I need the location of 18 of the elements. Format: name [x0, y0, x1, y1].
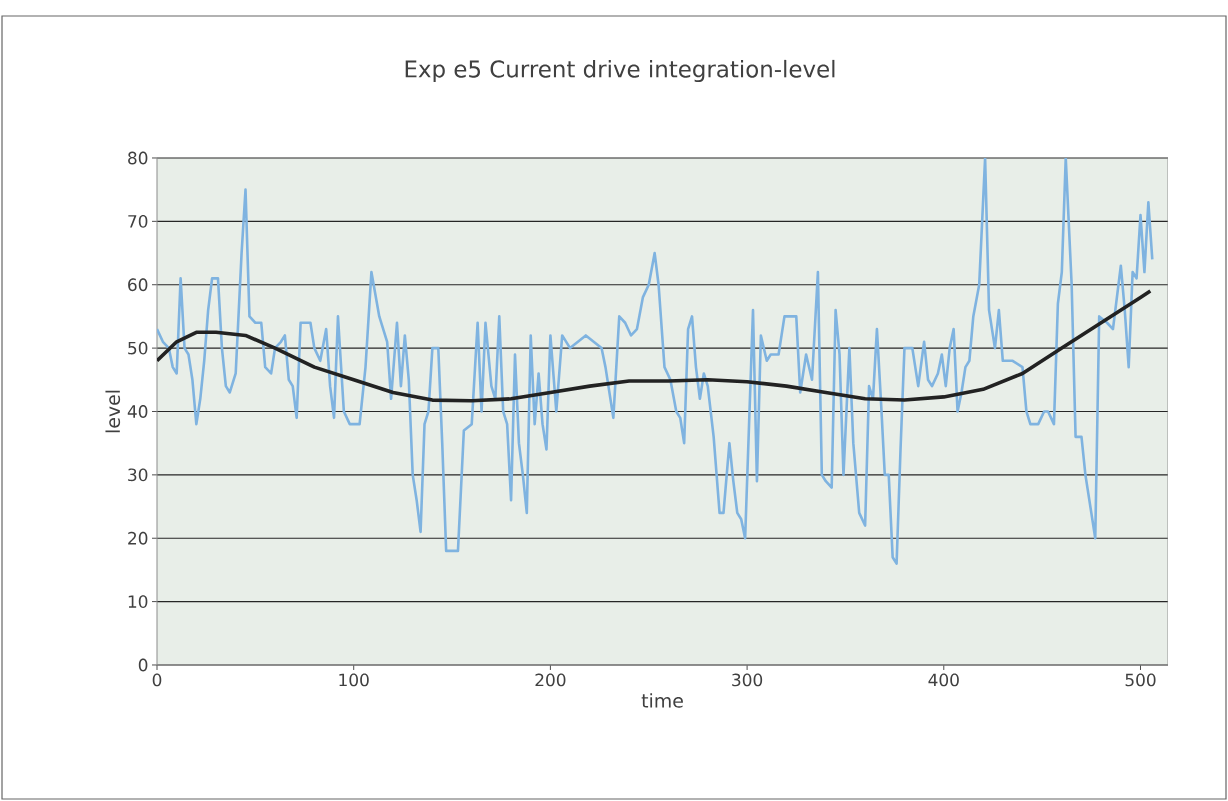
y-axis-title: level [105, 390, 121, 433]
y-tick-label: 70 [128, 214, 148, 228]
y-tick-label: 10 [128, 595, 148, 609]
y-tick-label: 60 [128, 278, 148, 292]
y-tick-label: 50 [128, 341, 148, 355]
y-tick-label: 20 [128, 531, 148, 545]
x-tick-label: 200 [535, 673, 566, 687]
x-tick-label: 500 [1125, 673, 1156, 687]
y-tick-label: 0 [138, 658, 148, 672]
x-tick-label: 0 [152, 673, 162, 687]
x-tick-label: 100 [339, 673, 369, 687]
y-tick-label: 30 [128, 468, 148, 482]
chart-title: Exp e5 Current drive integration-level [405, 59, 835, 83]
x-axis-title: time [641, 693, 683, 708]
x-tick-label: 400 [928, 673, 959, 687]
y-tick-label: 80 [128, 151, 148, 165]
x-tick-label: 300 [732, 673, 763, 687]
y-tick-label: 40 [127, 405, 148, 418]
